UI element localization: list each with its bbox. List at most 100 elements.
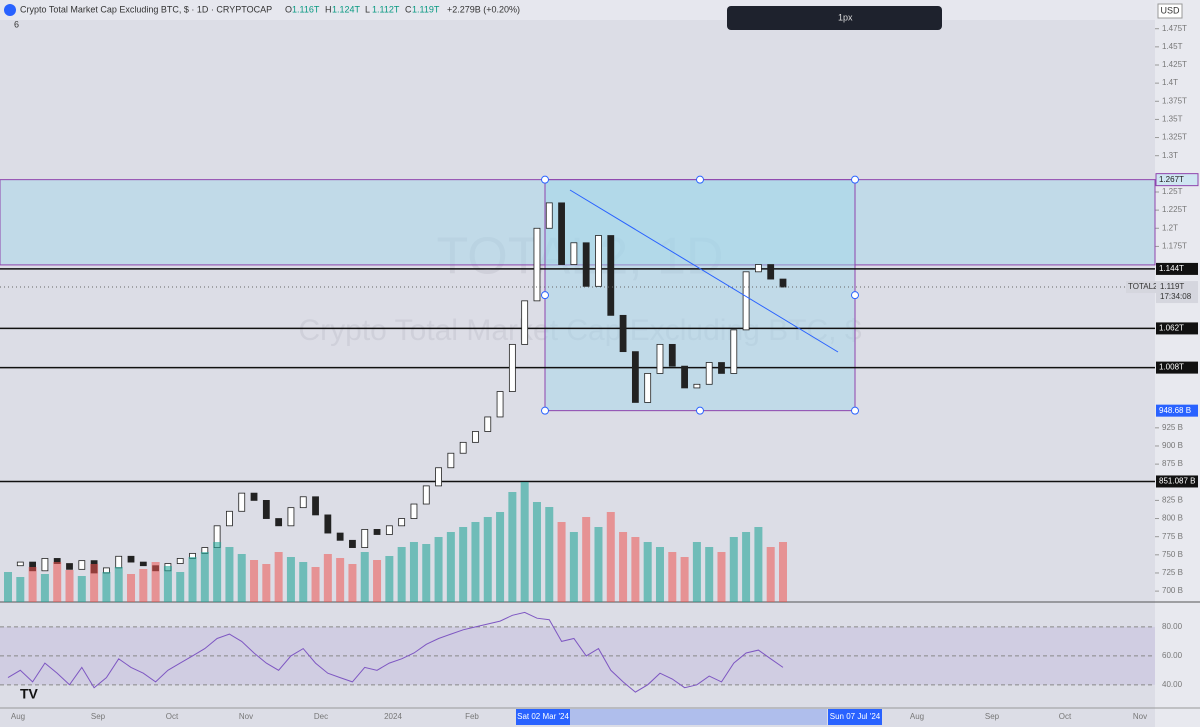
symbol-tag: TOTAL2 [1128,282,1158,291]
candle [127,555,135,563]
volume-bar [459,527,468,602]
volume-bar [594,527,603,602]
volume-bar [483,517,492,602]
candle [238,492,246,512]
volume-bar [139,569,148,602]
volume-bar [188,557,197,602]
candle [533,227,541,302]
volume-bar [545,507,554,602]
candle [558,202,565,265]
candle [115,555,123,569]
volume-bar [766,547,775,602]
volume-bar [348,564,357,602]
y-tick-label: 1.325T [1162,133,1187,142]
volume-bar [360,552,369,602]
volume-bar [323,554,332,602]
y-tick-label: 1.4T [1162,78,1178,87]
candle [521,300,529,345]
volume-bar [53,562,62,602]
candle [287,507,295,527]
handle [851,175,859,184]
trendline [569,189,839,353]
volume-bar [717,552,726,602]
watermark-description: Crypto Total Market Cap Excluding BTC, $ [298,314,861,347]
candle [656,343,664,374]
candle [705,362,713,385]
volume-bar [299,562,308,602]
time-range [570,709,827,725]
volume-bar [127,574,136,602]
volume-bar [496,512,505,602]
y-tick-label: 825 B [1162,496,1183,505]
candle [66,563,73,570]
y-tick-label: 800 B [1162,514,1183,523]
y-tick-label: 1.425T [1162,60,1187,69]
candle [275,518,283,527]
last-price-bg [1156,281,1198,304]
candle [447,452,455,469]
level-label-bg [1156,262,1198,275]
volume-bar [90,564,99,602]
candle [779,278,787,288]
candle [644,373,652,403]
drawing-toolbar[interactable] [727,6,942,30]
candle [435,467,442,487]
volume-bar [655,547,664,602]
line-width[interactable]: 1px [838,12,853,22]
ohlc: O 1.116T H 1.124T L 1.112T C 1.119T [285,4,440,14]
y-tick-label: 775 B [1162,532,1183,541]
volume-bar [668,552,677,602]
candle [619,314,627,353]
time-label: Sun 07 Jul '24 [830,712,881,721]
handle [696,175,704,184]
volume-bar [422,544,431,602]
y-tick-label: 1.175T [1162,242,1187,251]
candle [570,242,578,265]
y-tick-label: 1.45T [1162,42,1183,51]
y-tick-label: 1.35T [1162,115,1183,124]
level-label: 1.267T [1159,175,1184,184]
level-label-bg [1156,322,1198,335]
time-label: Feb [465,712,479,721]
volume-bar [200,552,209,602]
volume-bar [28,567,37,602]
volume-bar [16,577,25,602]
ohlc-value: 1.119T [412,4,440,14]
volume-bar [606,512,615,602]
level-label: 948.68 B [1159,406,1191,415]
volume-bar [692,542,701,602]
time-label: Nov [1133,712,1147,721]
volume-bar [65,570,74,602]
currency[interactable]: USD [1160,5,1180,15]
volume-bar [582,517,591,602]
volume-bar [151,562,160,602]
candle [299,496,307,509]
y-tick-label: 875 B [1162,459,1183,468]
ohlc-value: 1.112T [372,4,400,14]
y-tick-label: 1.475T [1162,24,1187,33]
volume-bar [619,532,628,602]
volume-bar [508,492,517,602]
time-label: 2024 [384,712,402,721]
level-label: 1.062T [1159,324,1184,333]
y-tick-label: 1.25T [1162,187,1183,196]
candle [484,416,492,432]
candle [78,560,86,570]
time-label: Aug [11,712,25,721]
volume-bar [176,572,185,602]
volume-bar [779,542,787,602]
candle [361,529,369,548]
candle [607,235,615,316]
candle [349,539,356,548]
currency-box[interactable] [1157,3,1183,19]
time-label: Sep [985,712,1000,721]
candle [410,503,418,519]
volume-bar [754,527,763,602]
volume-bar [557,522,566,602]
logo: TV [20,686,39,702]
y-tick-label: 725 B [1162,568,1183,577]
candle [336,532,344,541]
volume-bar [237,554,246,602]
volume-bar [250,560,259,602]
